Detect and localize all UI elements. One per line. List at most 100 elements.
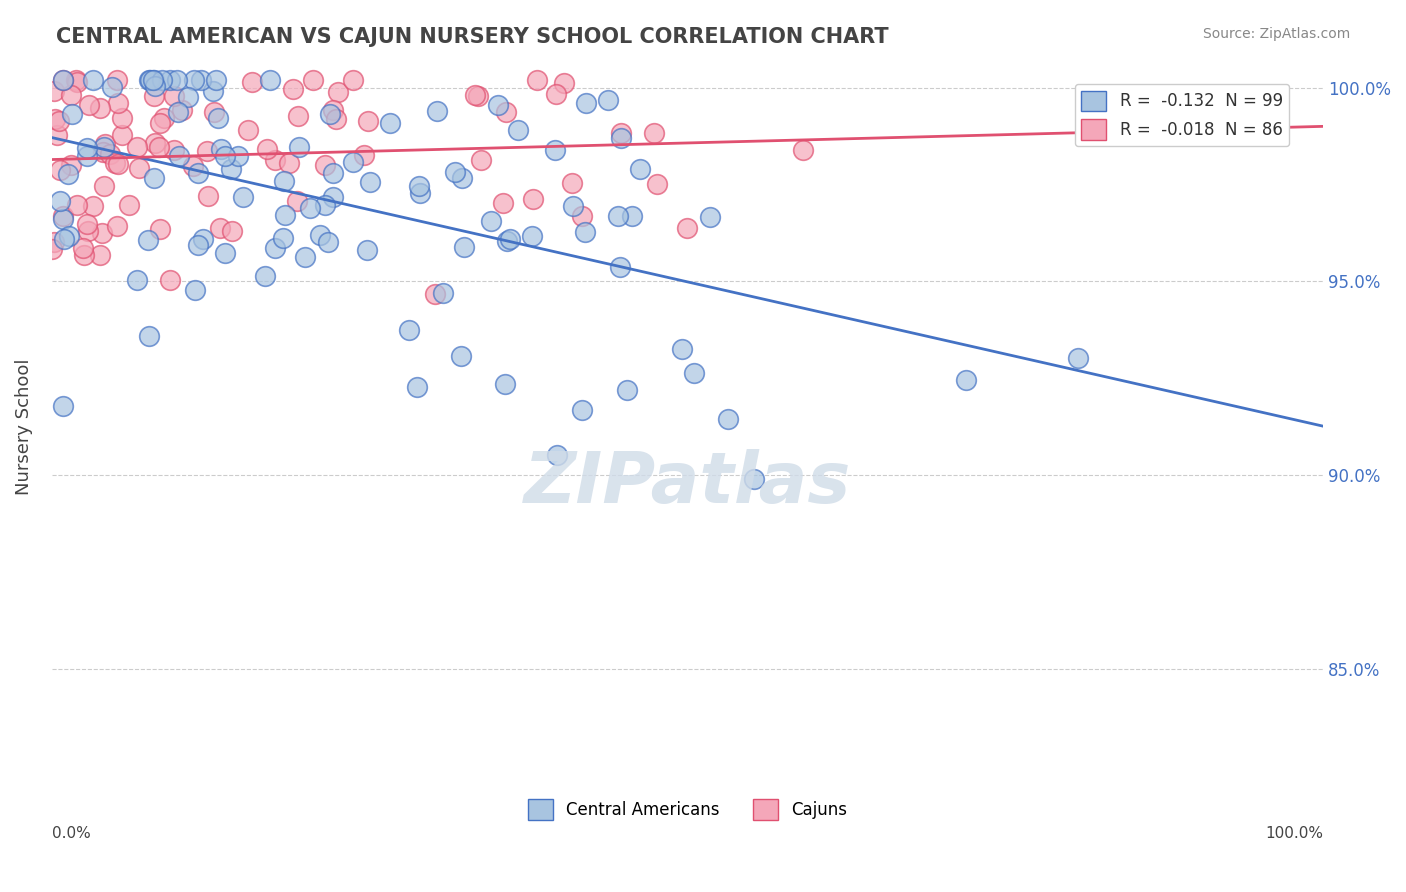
Point bbox=[52, 399, 75, 413]
Point bbox=[314, 158, 336, 172]
Point bbox=[93, 178, 115, 193]
Point bbox=[52, 211, 75, 226]
Point bbox=[671, 342, 693, 356]
Y-axis label: Nursery School: Nursery School bbox=[15, 359, 32, 495]
Point bbox=[167, 149, 190, 163]
Point bbox=[699, 210, 721, 224]
Point bbox=[77, 225, 100, 239]
Point bbox=[342, 73, 364, 87]
Point bbox=[508, 123, 530, 137]
Point bbox=[263, 153, 285, 167]
Point bbox=[48, 114, 70, 128]
Point bbox=[520, 229, 543, 244]
Point bbox=[82, 199, 104, 213]
Point bbox=[66, 75, 89, 89]
Point bbox=[76, 141, 98, 155]
Point bbox=[49, 194, 72, 208]
Point bbox=[322, 103, 344, 117]
Point bbox=[107, 95, 129, 110]
Point bbox=[356, 243, 378, 257]
Point bbox=[94, 137, 117, 152]
Point bbox=[495, 105, 517, 120]
Point bbox=[60, 106, 83, 120]
Point bbox=[256, 142, 278, 156]
Point bbox=[561, 176, 583, 190]
Point bbox=[111, 111, 134, 125]
Point bbox=[432, 285, 454, 300]
Point bbox=[148, 140, 170, 154]
Point bbox=[201, 84, 224, 98]
Point bbox=[353, 148, 375, 162]
Point bbox=[955, 372, 977, 386]
Point bbox=[214, 245, 236, 260]
Point bbox=[302, 73, 325, 87]
Point bbox=[73, 248, 96, 262]
Point bbox=[322, 190, 344, 204]
Point bbox=[207, 111, 229, 125]
Point bbox=[58, 167, 80, 181]
Point bbox=[143, 73, 166, 87]
Point bbox=[342, 154, 364, 169]
Point bbox=[378, 116, 401, 130]
Point bbox=[596, 93, 619, 107]
Point bbox=[522, 192, 544, 206]
Point bbox=[426, 104, 449, 119]
Point bbox=[79, 98, 101, 112]
Point bbox=[221, 162, 243, 177]
Point bbox=[409, 186, 432, 201]
Point bbox=[101, 80, 124, 95]
Text: 100.0%: 100.0% bbox=[1265, 826, 1323, 841]
Point bbox=[187, 166, 209, 180]
Point bbox=[273, 174, 295, 188]
Point bbox=[450, 171, 472, 186]
Point bbox=[443, 165, 465, 179]
Point bbox=[53, 232, 76, 246]
Point bbox=[65, 73, 87, 87]
Point bbox=[494, 377, 516, 392]
Point bbox=[209, 142, 232, 156]
Point bbox=[60, 87, 83, 102]
Point bbox=[214, 149, 236, 163]
Point bbox=[118, 198, 141, 212]
Point bbox=[107, 157, 129, 171]
Point bbox=[319, 107, 342, 121]
Point bbox=[616, 383, 638, 397]
Point bbox=[571, 209, 593, 223]
Point bbox=[159, 273, 181, 287]
Point bbox=[221, 224, 243, 238]
Point bbox=[52, 73, 75, 87]
Point bbox=[128, 161, 150, 175]
Point bbox=[232, 190, 254, 204]
Point bbox=[357, 113, 380, 128]
Legend: Central Americans, Cajuns: Central Americans, Cajuns bbox=[522, 793, 853, 827]
Point bbox=[309, 228, 332, 243]
Point bbox=[149, 115, 172, 129]
Point bbox=[574, 225, 596, 239]
Point bbox=[610, 130, 633, 145]
Point bbox=[143, 170, 166, 185]
Point bbox=[153, 112, 176, 126]
Point bbox=[628, 161, 651, 176]
Point bbox=[150, 73, 173, 87]
Point bbox=[226, 149, 249, 163]
Point bbox=[111, 128, 134, 142]
Text: 0.0%: 0.0% bbox=[52, 826, 90, 841]
Point bbox=[546, 448, 568, 462]
Point bbox=[281, 82, 304, 96]
Point bbox=[184, 283, 207, 297]
Point bbox=[143, 136, 166, 151]
Point bbox=[46, 128, 69, 142]
Point bbox=[606, 210, 628, 224]
Point bbox=[240, 75, 263, 89]
Point bbox=[254, 268, 277, 283]
Point bbox=[325, 112, 347, 126]
Point bbox=[52, 209, 75, 223]
Point bbox=[59, 158, 82, 172]
Point bbox=[93, 140, 115, 154]
Point bbox=[89, 101, 111, 115]
Point bbox=[159, 73, 181, 87]
Point bbox=[298, 201, 321, 215]
Point bbox=[44, 112, 66, 127]
Point bbox=[561, 199, 583, 213]
Point bbox=[792, 143, 814, 157]
